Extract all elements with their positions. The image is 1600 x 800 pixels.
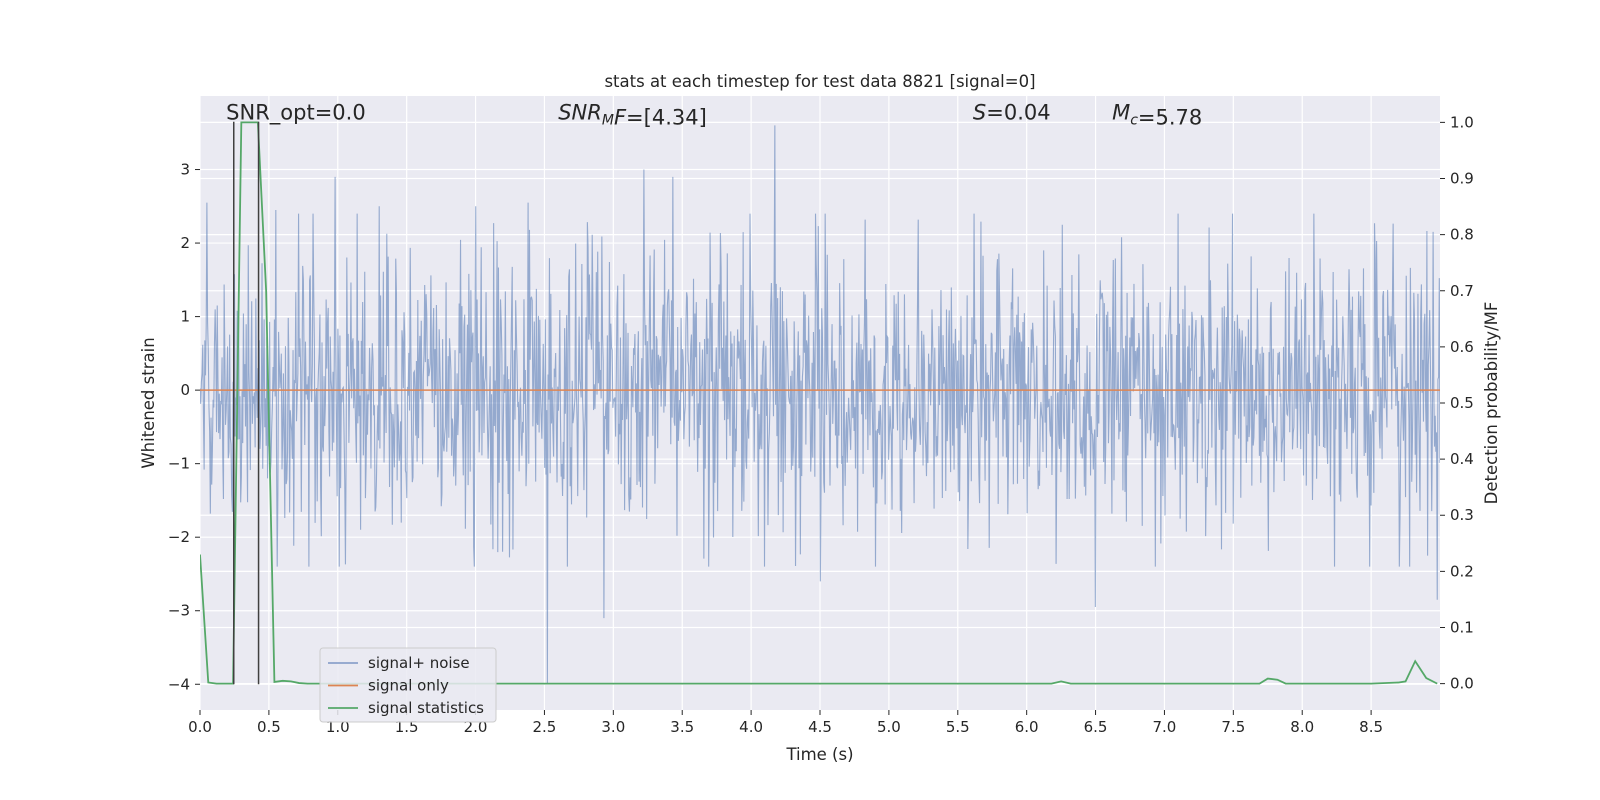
y-left-tick-label: 0 [180, 381, 190, 399]
legend-label: signal+ noise [368, 654, 470, 672]
y-right-tick-label: 0.2 [1450, 562, 1474, 580]
y-right-tick-label: 1.0 [1450, 113, 1474, 131]
annotation-s-value: S=0.04 [973, 101, 1051, 125]
y-right-tick-label: 0.7 [1450, 282, 1474, 300]
annotation-mc-value: Mc=5.78 [1112, 101, 1202, 130]
x-tick-label: 6.0 [1015, 718, 1039, 736]
annotation-snr-opt: SNR_opt=0.0 [226, 101, 366, 126]
y-right-tick-label: 0.9 [1450, 170, 1474, 188]
x-axis-label: Time (s) [785, 745, 853, 764]
x-tick-label: 6.5 [1084, 718, 1108, 736]
y-left-tick-label: 2 [180, 234, 190, 252]
y-right-tick-label: 0.1 [1450, 618, 1474, 636]
y-left-tick-label: −4 [168, 675, 190, 693]
y-axis-label-left: Whitened strain [139, 337, 158, 468]
x-tick-label: 7.0 [1153, 718, 1177, 736]
plot-area [200, 121, 1440, 685]
y-right-tick-label: 0.6 [1450, 338, 1474, 356]
legend-label: signal only [368, 677, 449, 695]
y-right-tick-label: 0.3 [1450, 506, 1474, 524]
y-left-tick-label: 3 [180, 161, 190, 179]
y-right-tick-label: 0.5 [1450, 394, 1474, 412]
x-tick-label: 8.0 [1290, 718, 1314, 736]
x-tick-label: 4.0 [739, 718, 763, 736]
y-left-tick-label: 1 [180, 308, 190, 326]
legend: signal+ noise signal only signal statistic… [319, 647, 497, 723]
annotation-snr-mf: SNRMF=[4.34] [558, 101, 707, 130]
x-tick-label: 3.5 [670, 718, 694, 736]
x-tick-label: 0.0 [188, 718, 212, 736]
x-tick-label: 5.0 [877, 718, 901, 736]
x-tick-label: 0.5 [257, 718, 281, 736]
y-right-tick-label: 0.4 [1450, 450, 1474, 468]
x-tick-label: 3.0 [601, 718, 625, 736]
y-left-tick-label: −2 [168, 528, 190, 546]
y-left-tick-label: −3 [168, 602, 190, 620]
legend-label: signal statistics [368, 699, 484, 717]
x-tick-label: 8.5 [1359, 718, 1383, 736]
chart-title: stats at each timestep for test data 882… [604, 72, 1035, 91]
y-right-tick-label: 0.8 [1450, 226, 1474, 244]
y-right-tick-label: 0.0 [1450, 675, 1474, 693]
series-line-signal-noise [200, 125, 1440, 685]
series-line-signal-statistics [200, 121, 1438, 685]
x-tick-label: 5.5 [946, 718, 970, 736]
x-tick-label: 2.5 [533, 718, 557, 736]
x-tick-label: 4.5 [808, 718, 832, 736]
y-axis-label-right: Detection probability/MF [1482, 302, 1501, 505]
annotation-layer: SNR_opt=0.0 SNRMF=[4.34] S=0.04 Mc=5.78 [226, 101, 1202, 130]
x-tick-label: 7.5 [1221, 718, 1245, 736]
series-layer [200, 121, 1440, 685]
y-left-tick-label: −1 [168, 455, 190, 473]
legend-box [319, 647, 497, 723]
